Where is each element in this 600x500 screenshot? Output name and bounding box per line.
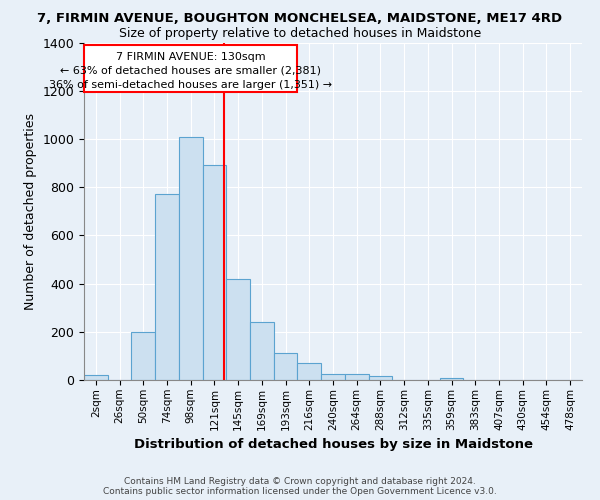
Text: 7, FIRMIN AVENUE, BOUGHTON MONCHELSEA, MAIDSTONE, ME17 4RD: 7, FIRMIN AVENUE, BOUGHTON MONCHELSEA, M… [37,12,563,26]
Bar [250,322,274,380]
Text: ← 63% of detached houses are smaller (2,381): ← 63% of detached houses are smaller (2,… [60,66,321,76]
Bar [298,363,321,380]
Text: Contains HM Land Registry data © Crown copyright and database right 2024.: Contains HM Land Registry data © Crown c… [124,477,476,486]
Text: Contains public sector information licensed under the Open Government Licence v3: Contains public sector information licen… [103,487,497,496]
Bar [321,374,345,380]
Text: Size of property relative to detached houses in Maidstone: Size of property relative to detached ho… [119,28,481,40]
Bar [84,375,108,380]
Bar [368,376,392,380]
Bar [203,166,226,380]
Bar [345,374,368,380]
Y-axis label: Number of detached properties: Number of detached properties [24,113,37,310]
Bar [440,378,463,380]
Bar [226,279,250,380]
Bar [179,136,203,380]
X-axis label: Distribution of detached houses by size in Maidstone: Distribution of detached houses by size … [133,438,533,451]
Bar [131,332,155,380]
Bar [85,45,297,92]
Text: 7 FIRMIN AVENUE: 130sqm: 7 FIRMIN AVENUE: 130sqm [116,52,266,62]
Bar [274,354,298,380]
Bar [155,194,179,380]
Text: 36% of semi-detached houses are larger (1,351) →: 36% of semi-detached houses are larger (… [49,80,332,90]
